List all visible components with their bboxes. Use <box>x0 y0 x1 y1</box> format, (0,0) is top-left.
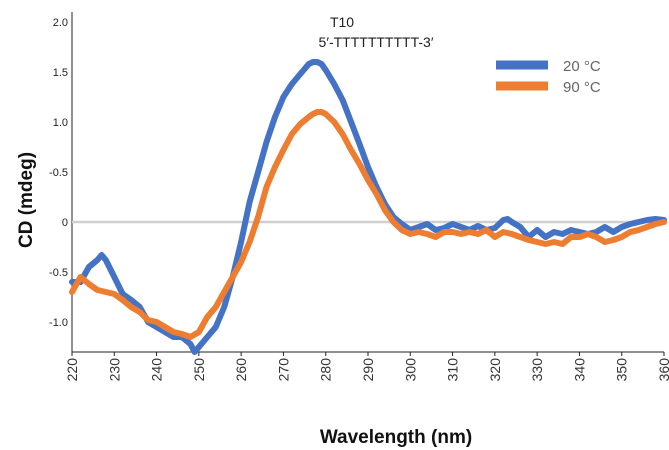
chart-title: T10 <box>330 14 354 30</box>
x-tick-label: 280 <box>318 358 334 382</box>
chart-subtitle: 5′-TTTTTTTTTT-3′ <box>319 34 434 50</box>
series-line-20c <box>69 59 667 355</box>
x-tick-labels: 220 230 240 250 260 270 280 290 300 310 320 330 340 3… <box>64 352 669 381</box>
x-tick-label: 260 <box>233 358 249 382</box>
legend-label-90c: 90 °C <box>563 79 601 96</box>
y-tick-labels: 2.0 1.5 1.0 -0.5 0 -0.5 -1.0 <box>49 17 68 329</box>
x-tick-label: 290 <box>360 358 376 382</box>
x-tick-label: 300 <box>402 358 418 382</box>
x-tick-label: 350 <box>614 358 630 382</box>
y-tick-label: -1.0 <box>49 317 68 329</box>
y-tick-label: 1.0 <box>53 117 68 129</box>
x-tick-label: 230 <box>106 358 122 382</box>
x-tick-label: 320 <box>487 358 503 382</box>
y-tick-label: -0.5 <box>49 167 68 179</box>
x-tick-label: 270 <box>275 358 291 382</box>
y-tick-label: 2.0 <box>53 17 68 29</box>
legend-label-20c: 20 °C <box>563 58 601 75</box>
y-tick-label: -0.5 <box>49 267 68 279</box>
x-tick-label: 330 <box>529 358 545 382</box>
y-axis-title: CD (mdeg) <box>16 152 37 248</box>
series-layer <box>69 59 667 355</box>
y-tick-label: 0 <box>62 217 68 229</box>
series-line-90c <box>69 109 667 340</box>
x-tick-label: 240 <box>149 358 165 382</box>
y-tick-label: 1.5 <box>53 67 68 79</box>
x-tick-label: 310 <box>445 358 461 382</box>
x-tick-label: 250 <box>191 358 207 382</box>
x-tick-label: 360 <box>656 358 669 382</box>
legend: 20 °C 90 °C <box>496 58 601 96</box>
x-tick-label: 220 <box>64 358 80 382</box>
x-axis-title: Wavelength (nm) <box>320 427 472 448</box>
x-tick-label: 340 <box>571 358 587 382</box>
